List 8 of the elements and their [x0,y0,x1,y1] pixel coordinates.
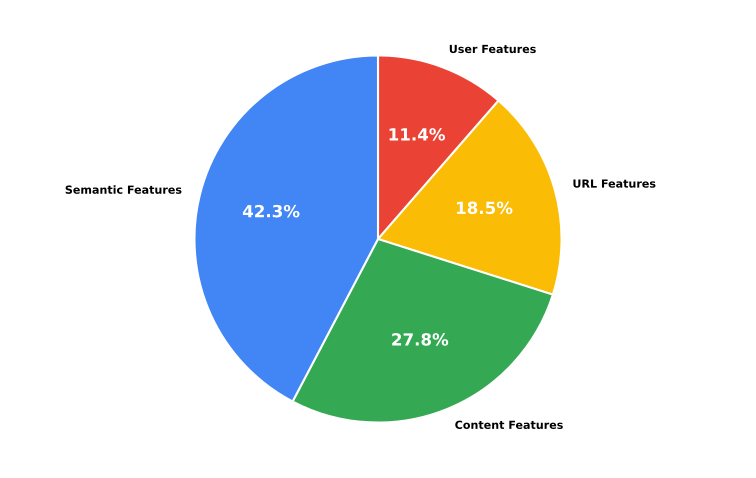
data-label: 42.3% [242,204,300,218]
data-label: 11.4% [390,128,445,141]
slice-label: Content Features [455,420,563,430]
data-label: 27.8% [392,333,448,346]
slice-label: User Features [450,44,536,54]
slice-label: URL Features [573,179,656,188]
data-label: 18.5% [457,202,512,214]
slice-label: Semantic Features [66,185,182,194]
